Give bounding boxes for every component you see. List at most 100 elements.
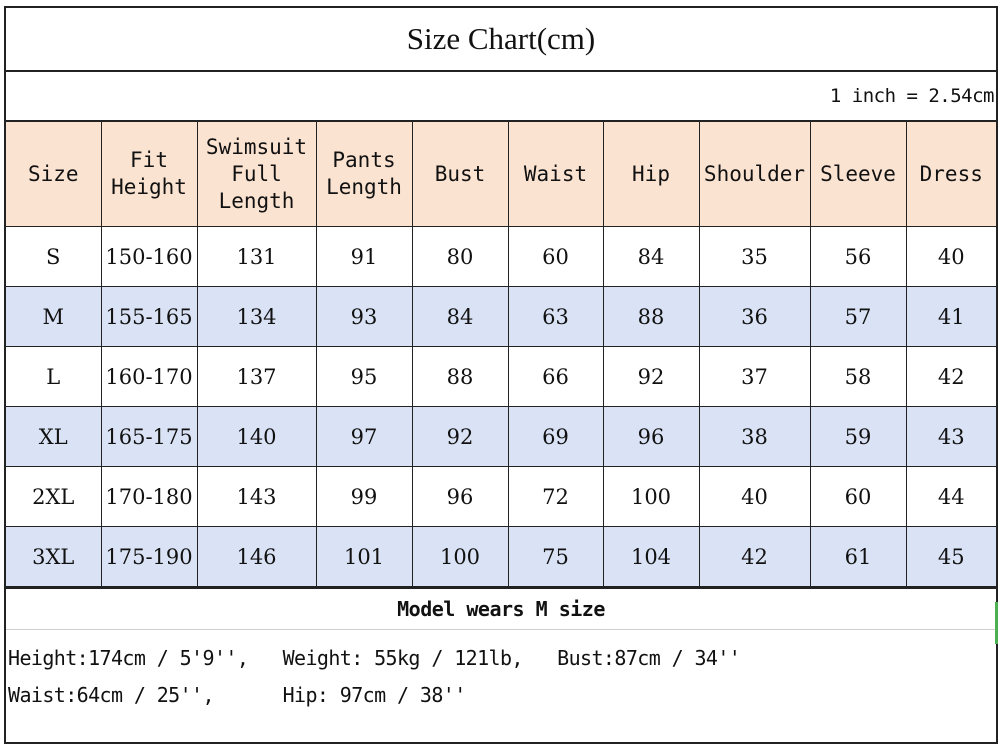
- table-cell: 75: [507, 526, 604, 587]
- table-cell: 91: [315, 226, 413, 287]
- table-cell: 45: [905, 526, 996, 587]
- table-row: S 150-160 131 91 80 60 84 35 56 40: [6, 226, 996, 287]
- table-cell: 93: [315, 286, 413, 347]
- table-body: S 150-160 131 91 80 60 84 35 56 40 M 155-165 134 93 84…: [6, 226, 996, 587]
- size-label-cell: XL: [6, 406, 102, 467]
- table-cell: 88: [602, 286, 700, 347]
- table-cell: 58: [809, 346, 907, 407]
- table-row: M 155-165 134 93 84 63 88 36 57 41: [6, 286, 996, 347]
- table-cell: 84: [602, 226, 700, 287]
- header-cell: Size: [6, 122, 102, 227]
- header-line: Fit: [130, 148, 168, 172]
- table-cell: 96: [602, 406, 700, 467]
- table-cell: 35: [698, 226, 811, 287]
- table-cell: 92: [411, 406, 509, 467]
- model-measurements: Height:174cm / 5'9'', Weight: 55kg / 121…: [6, 630, 996, 714]
- size-label-cell: 2XL: [6, 466, 102, 527]
- size-label-cell: 3XL: [6, 526, 102, 587]
- table-row: L 160-170 137 95 88 66 92 37 58 42: [6, 346, 996, 407]
- table-row: XL 165-175 140 97 92 69 96 38 59 43: [6, 406, 996, 467]
- table-cell: 134: [196, 286, 317, 347]
- header-line: Height: [111, 175, 187, 199]
- header-line: Size: [27, 161, 79, 186]
- table-cell: 146: [196, 526, 317, 587]
- table-cell: 97: [315, 406, 413, 467]
- table-cell: 61: [809, 526, 907, 587]
- table-cell: 38: [698, 406, 811, 467]
- table-cell: 57: [809, 286, 907, 347]
- header-cell: Sleeve: [809, 122, 907, 227]
- header-cell: Waist: [507, 122, 604, 227]
- header-row: Size Fit Height Swimsuit Full Length Pants Leng…: [6, 122, 996, 227]
- table-cell: 41: [905, 286, 996, 347]
- table-cell: 96: [411, 466, 509, 527]
- size-label-cell: L: [6, 346, 102, 407]
- header-line: Shoulder: [703, 161, 806, 186]
- table-cell: 66: [507, 346, 604, 407]
- table-cell: 143: [196, 466, 317, 527]
- table-cell: 84: [411, 286, 509, 347]
- table-cell: 69: [507, 406, 604, 467]
- size-label-cell: S: [6, 226, 102, 287]
- table-row: 2XL 170-180 143 99 96 72 100 40 60 44: [6, 466, 996, 527]
- table-cell: 36: [698, 286, 811, 347]
- table-cell: 63: [507, 286, 604, 347]
- model-measurements-line-1: Height:174cm / 5'9'', Weight: 55kg / 121…: [8, 646, 741, 670]
- header-line: Full: [231, 161, 282, 186]
- table-cell: 72: [507, 466, 604, 527]
- chart-title: Size Chart(cm): [406, 21, 596, 56]
- model-measurements-line-2: Waist:64cm / 25'', Hip: 97cm / 38'': [8, 683, 466, 707]
- header-line: Length: [326, 175, 402, 199]
- table-cell: 170-180: [100, 466, 198, 527]
- header-line: Hip: [632, 161, 670, 186]
- table-cell: 60: [507, 226, 604, 287]
- header-line: Dress: [919, 161, 983, 186]
- table-cell: 40: [905, 226, 996, 287]
- header-line: Swimsuit: [205, 134, 308, 159]
- table-cell: 137: [196, 346, 317, 407]
- table-cell: 104: [602, 526, 700, 587]
- header-cell: Pants Length: [315, 122, 413, 227]
- header-line: Length: [218, 188, 295, 213]
- conversion-row: 1 inch = 2.54cm: [6, 72, 996, 122]
- table-cell: 131: [196, 226, 317, 287]
- edge-marker: [995, 602, 998, 644]
- table-cell: 59: [809, 406, 907, 467]
- size-table: Size Fit Height Swimsuit Full Length Pants Leng…: [6, 122, 996, 587]
- table-cell: 40: [698, 466, 811, 527]
- table-cell: 160-170: [100, 346, 198, 407]
- header-cell: Fit Height: [100, 122, 198, 227]
- title-row: Size Chart(cm): [6, 8, 996, 72]
- header-line: Waist: [523, 161, 588, 186]
- table-cell: 99: [315, 466, 413, 527]
- table-cell: 37: [698, 346, 811, 407]
- table-cell: 165-175: [100, 406, 198, 467]
- table-cell: 56: [809, 226, 907, 287]
- header-line: Pants: [332, 148, 396, 172]
- header-cell: Hip: [602, 122, 700, 227]
- size-label-cell: M: [6, 286, 102, 347]
- table-cell: 60: [809, 466, 907, 527]
- table-row: 3XL 175-190 146 101 100 75 104 42 61 45: [6, 526, 996, 587]
- table-cell: 175-190: [100, 526, 198, 587]
- table-cell: 101: [315, 526, 413, 587]
- table-cell: 92: [602, 346, 700, 407]
- table-cell: 100: [411, 526, 509, 587]
- size-chart-sheet: Size Chart(cm) 1 inch = 2.54cm Size Fit He…: [4, 6, 998, 744]
- header-line: Bust: [434, 161, 486, 186]
- table-cell: 95: [315, 346, 413, 407]
- conversion-note: 1 inch = 2.54cm: [829, 85, 995, 107]
- table-cell: 100: [602, 466, 700, 527]
- table-cell: 42: [905, 346, 996, 407]
- table-cell: 155-165: [100, 286, 198, 347]
- table-cell: 80: [411, 226, 509, 287]
- table-cell: 150-160: [100, 226, 198, 287]
- model-title-row: Model wears M size: [6, 587, 996, 630]
- table-cell: 44: [905, 466, 996, 527]
- header-cell: Swimsuit Full Length: [196, 122, 317, 227]
- header-cell: Bust: [411, 122, 509, 227]
- model-size-title: Model wears M size: [397, 597, 605, 621]
- header-line: Sleeve: [820, 161, 896, 186]
- table-cell: 42: [698, 526, 811, 587]
- header-cell: Shoulder: [698, 122, 811, 227]
